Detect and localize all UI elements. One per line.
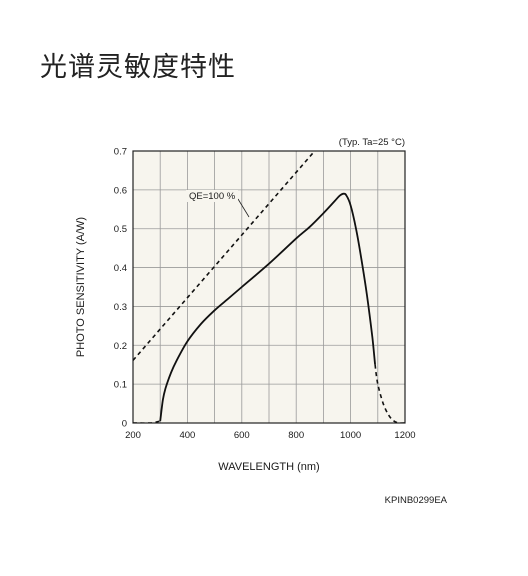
series-line-2 — [374, 364, 405, 423]
x-tick-label: 400 — [179, 430, 195, 441]
series-label-qe: QE=100 % — [189, 191, 236, 202]
x-tick-label: 800 — [288, 430, 304, 441]
y-tick-label: 0.5 — [114, 224, 127, 235]
y-tick-label: 0.6 — [114, 185, 127, 196]
page-title: 光谱灵敏度特性 — [40, 52, 236, 83]
y-axis-label: PHOTO SENSITIVITY (A/W) — [75, 217, 87, 357]
qe-label-backdrop — [186, 190, 238, 202]
x-tick-label: 600 — [234, 430, 250, 441]
y-tick-label: 0.2 — [114, 341, 127, 352]
y-tick-label: 0.1 — [114, 380, 127, 391]
series-line-0 — [133, 420, 161, 423]
y-tick-label: 0.3 — [114, 302, 127, 313]
y-tick-label: 0.7 — [114, 147, 127, 158]
y-tick-label: 0.4 — [114, 263, 127, 274]
y-tick-label: 0 — [122, 419, 127, 430]
figure-code: KPINB0299EA — [385, 495, 448, 506]
data-series — [133, 151, 405, 423]
x-tick-label: 1000 — [340, 430, 361, 441]
qe-label-pointer — [237, 198, 250, 218]
plot-frame — [132, 150, 406, 424]
x-axis-label: WAVELENGTH (nm) — [218, 461, 319, 473]
x-tick-label: 200 — [125, 430, 141, 441]
condition-note: (Typ. Ta=25 °C) — [339, 137, 405, 148]
x-tick-label: 1200 — [394, 430, 415, 441]
grid-lines — [133, 151, 405, 423]
series-line-qe100 — [133, 151, 316, 361]
series-line-1 — [159, 192, 376, 422]
tick-labels: 200 400 600 800 1000 1200 0 0.1 0.2 0.3 0.4 0.5 0.6 0… — [114, 147, 416, 442]
